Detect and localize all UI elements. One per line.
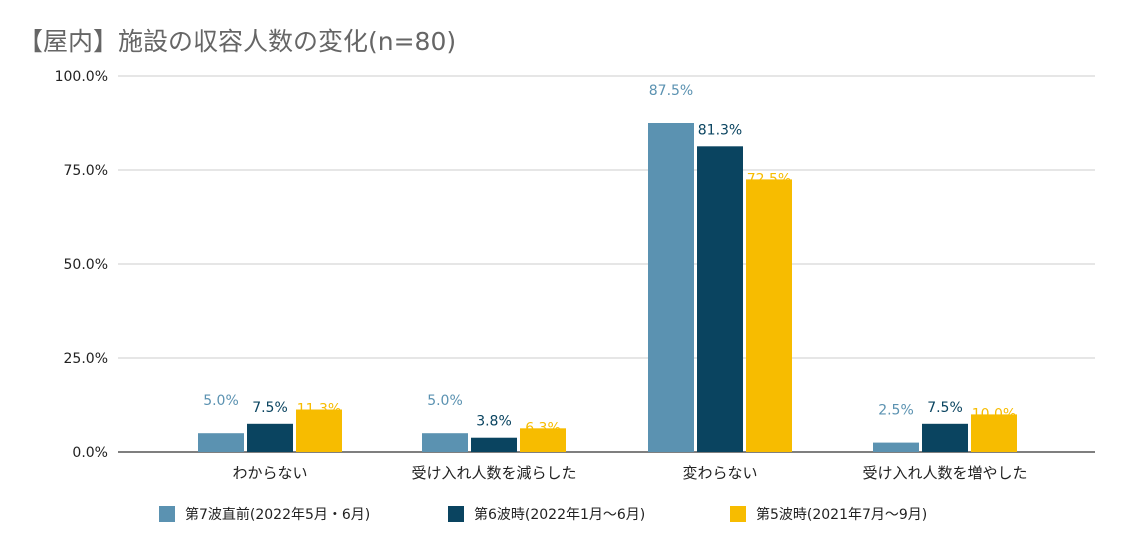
bar	[422, 433, 468, 452]
bar	[648, 123, 694, 452]
data-label: 7.5%	[927, 400, 963, 416]
bar	[198, 433, 244, 452]
y-tick-label: 75.0%	[64, 163, 108, 179]
x-tick-label: 変わらない	[682, 464, 757, 482]
data-label: 3.8%	[476, 414, 512, 430]
legend-swatch	[730, 506, 746, 522]
y-tick-label: 0.0%	[72, 445, 108, 461]
data-label: 87.5%	[649, 83, 693, 99]
legend: 第7波直前(2022年5月・6月) 第6波時(2022年1月〜6月) 第5波時(20…	[159, 506, 927, 523]
gridlines	[118, 75, 1095, 453]
chart-title: 【屋内】施設の収容人数の変化(n=80)	[18, 27, 456, 56]
y-axis-ticks: 0.0% 25.0% 50.0% 75.0% 100.0%	[55, 69, 108, 461]
bar	[746, 179, 792, 452]
data-label: 2.5%	[878, 403, 914, 419]
x-axis-ticks: わからない 受け入れ人数を減らした 変わらない 受け入れ人数を増やした	[232, 464, 1027, 482]
data-label: 72.5%	[747, 171, 791, 187]
legend-swatch	[448, 506, 464, 522]
data-label: 6.3%	[525, 420, 561, 436]
y-tick-label: 50.0%	[64, 257, 108, 273]
bar	[471, 437, 517, 452]
bar	[296, 409, 342, 452]
bars	[198, 123, 1017, 452]
x-tick-label: 受け入れ人数を増やした	[862, 464, 1027, 482]
legend-label: 第5波時(2021年7月〜9月)	[756, 506, 927, 523]
legend-swatch	[159, 506, 175, 522]
data-labels: 5.0% 7.5% 11.3% 5.0% 3.8% 6.3% 87.5% 81.3% 72.5%…	[203, 83, 1016, 436]
x-tick-label: わからない	[232, 464, 307, 482]
y-tick-label: 25.0%	[64, 351, 108, 367]
data-label: 10.0%	[972, 406, 1016, 422]
bar	[922, 423, 968, 452]
legend-label: 第7波直前(2022年5月・6月)	[185, 506, 370, 523]
x-tick-label: 受け入れ人数を減らした	[411, 464, 576, 482]
data-label: 5.0%	[203, 393, 239, 409]
bar	[971, 414, 1017, 452]
bar	[520, 428, 566, 452]
y-tick-label: 100.0%	[55, 69, 108, 85]
bar	[697, 146, 743, 452]
data-label: 5.0%	[427, 393, 463, 409]
data-label: 7.5%	[252, 400, 288, 416]
data-label: 81.3%	[698, 122, 742, 138]
bar	[247, 423, 293, 452]
legend-label: 第6波時(2022年1月〜6月)	[474, 506, 645, 523]
data-label: 11.3%	[297, 402, 341, 418]
bar	[873, 442, 919, 452]
